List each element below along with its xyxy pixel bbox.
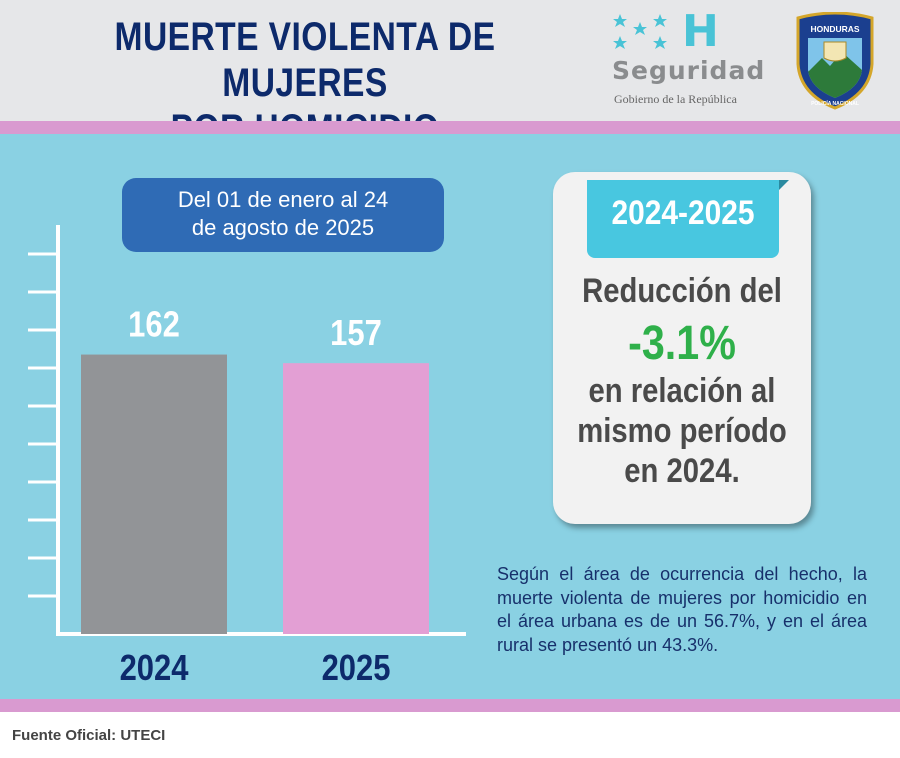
card-line-3: mismo período <box>574 410 791 452</box>
card-line-2: en relación al <box>574 370 791 412</box>
bar-2024 <box>81 355 227 634</box>
bar-2025 <box>283 363 429 634</box>
category-label-2025: 2025 <box>322 649 391 689</box>
data-label-2025: 157 <box>330 314 382 354</box>
source-label: Fuente Oficial: UTECI <box>12 727 165 744</box>
area-note: Según el área de ocurrencia del hecho, l… <box>497 563 867 657</box>
card-percent: -3.1% <box>574 316 791 371</box>
category-label-2024: 2024 <box>120 649 189 689</box>
data-label-2024: 162 <box>128 305 180 345</box>
card-tab-fold <box>779 180 789 190</box>
card-tab-label: 2024-2025 <box>599 194 768 233</box>
card-line-4: en 2024. <box>574 450 791 492</box>
card-line-1: Reducción del <box>574 270 791 312</box>
